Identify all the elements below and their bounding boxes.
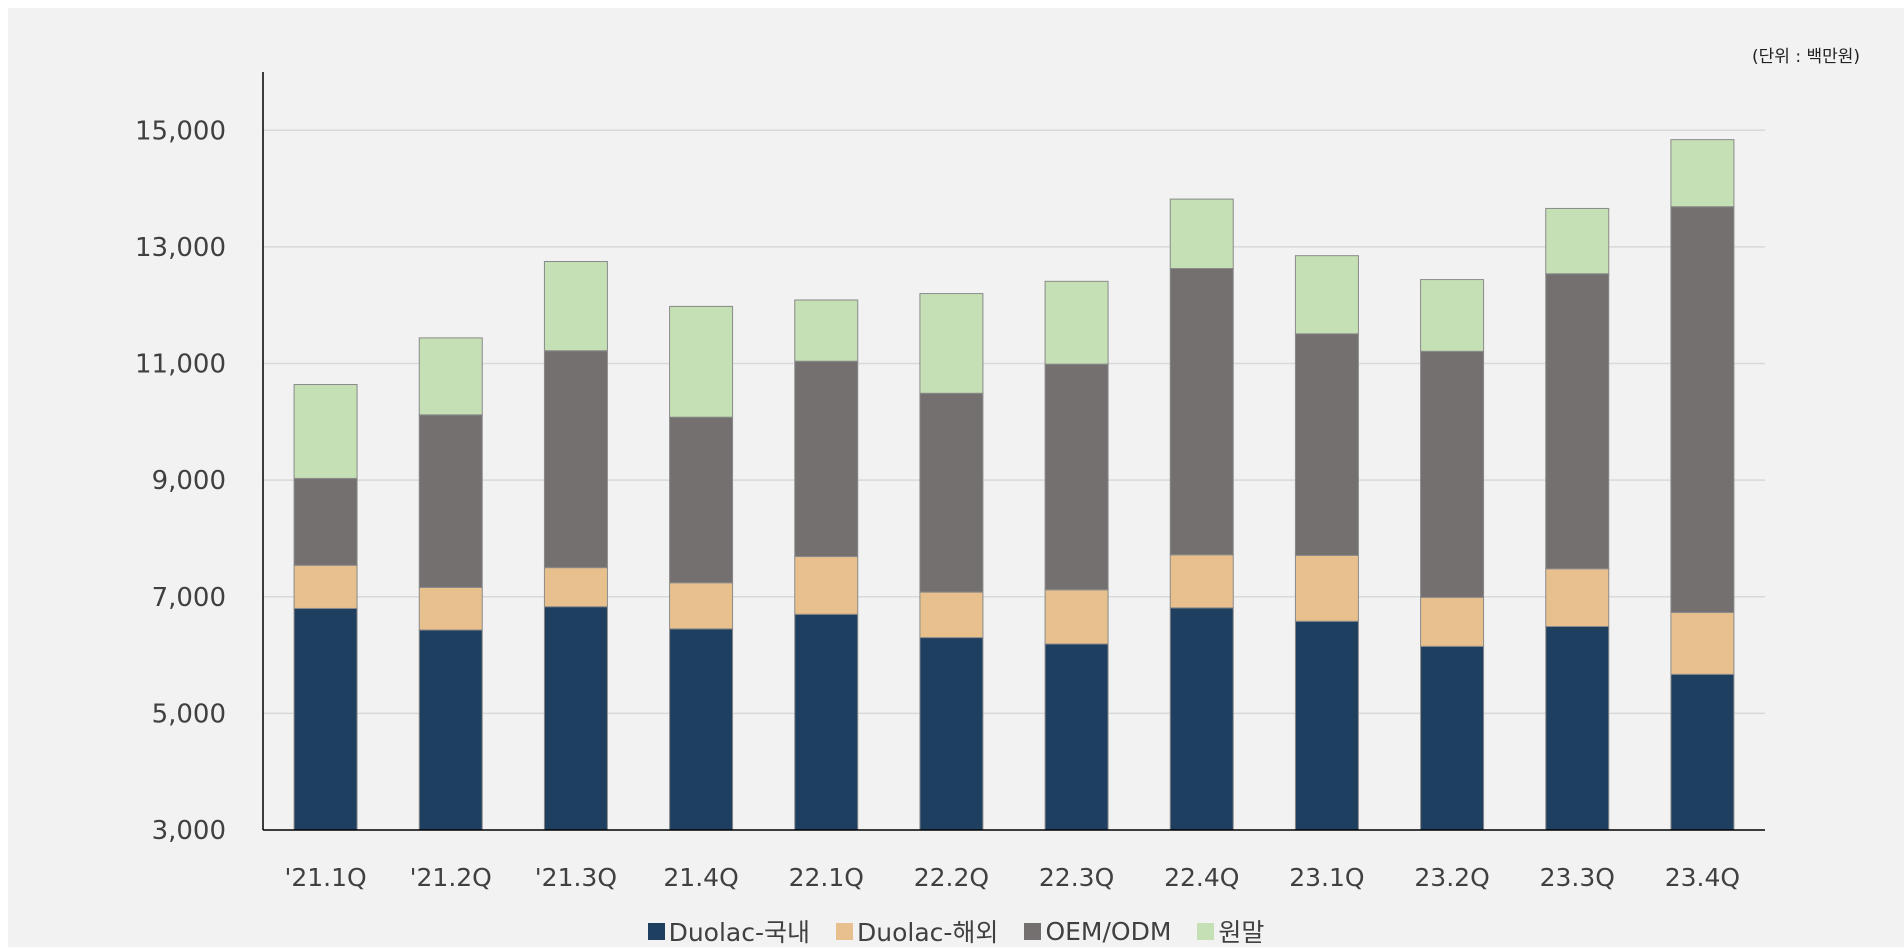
legend-swatch — [647, 922, 665, 940]
bar-segment — [1670, 673, 1735, 831]
bar-segment — [543, 261, 608, 352]
legend-item-oem-odm: OEM/ODM — [1024, 917, 1171, 946]
legend-item-duolac-domestic: Duolac-국내 — [647, 913, 810, 949]
bar-segment — [669, 628, 734, 831]
bar-segment — [1294, 620, 1359, 831]
x-tick-label: 22.1Q — [789, 863, 864, 892]
bar-segment — [794, 299, 859, 362]
bar-segment — [1044, 280, 1109, 365]
bar-segment — [293, 477, 358, 566]
bar-segment — [1169, 607, 1234, 831]
x-tick-label: 23.4Q — [1665, 863, 1740, 892]
bar-segment — [418, 337, 483, 416]
x-tick-label: 23.1Q — [1289, 863, 1364, 892]
bar-segment — [293, 384, 358, 479]
legend-label: OEM/ODM — [1045, 916, 1172, 946]
x-tick-label: 22.2Q — [914, 863, 989, 892]
legend-label: Duolac-해외 — [857, 918, 999, 947]
bar-segment — [1545, 207, 1610, 275]
bar-segment — [1545, 626, 1610, 831]
x-tick-label: 22.4Q — [1164, 863, 1239, 892]
gridlines — [263, 129, 1765, 715]
bar-segment — [669, 582, 734, 630]
bar-segment — [1044, 363, 1109, 591]
y-tick-label: 11,000 — [135, 350, 226, 380]
y-tick-label: 9,000 — [152, 466, 226, 496]
bar-segment — [919, 392, 984, 593]
y-tick-label: 5,000 — [152, 699, 226, 729]
bar-segment — [1169, 198, 1234, 269]
y-axis-ticks: 3,000 5,000 7,000 9,000 11,000 13,000 15,000 — [135, 116, 226, 846]
bar-segment — [418, 586, 483, 631]
bar-segment — [1420, 350, 1485, 598]
legend-swatch — [836, 922, 853, 940]
unit-label: (단위 : 백만원) — [1752, 47, 1860, 67]
legend-swatch — [1024, 922, 1042, 940]
bar-segment — [293, 564, 358, 609]
legend-item-raw-powder: 원말 — [1197, 913, 1264, 949]
bar-segment — [1420, 279, 1485, 352]
bar-segment — [1044, 589, 1109, 645]
x-axis-ticks: '21.1Q '21.2Q '21.3Q 21.4Q 22.1Q 22.2Q 22.3Q 22… — [284, 863, 1740, 892]
x-tick-label: 23.2Q — [1414, 863, 1489, 892]
bar-segment — [543, 567, 608, 608]
x-tick-label: '21.1Q — [284, 863, 366, 892]
bar-segment — [669, 305, 734, 418]
bar-segment — [543, 606, 608, 831]
legend-label: 원말 — [1218, 918, 1265, 947]
bar-segment — [919, 637, 984, 831]
bar-segment — [1294, 333, 1359, 556]
legend: Duolac-국내 Duolac-해외 OEM/ODM 원말 — [8, 914, 1904, 948]
bar-segment — [1670, 139, 1735, 208]
y-tick-label: 3,000 — [152, 816, 226, 846]
bar-segment — [1169, 267, 1234, 556]
bar-stacks — [293, 139, 1735, 831]
bar-segment — [1169, 554, 1234, 609]
x-tick-label: 23.3Q — [1540, 863, 1615, 892]
bar-segment — [293, 607, 358, 831]
y-tick-label: 13,000 — [135, 233, 226, 263]
bar-segment — [794, 360, 859, 558]
bar-segment — [669, 416, 734, 584]
bar-segment — [794, 556, 859, 615]
bar-segment — [1420, 645, 1485, 831]
bar-segment — [1670, 206, 1735, 614]
bar-segment — [1670, 612, 1735, 675]
legend-item-duolac-overseas: Duolac-해외 — [836, 913, 998, 949]
axes — [262, 72, 1765, 831]
bar-segment — [1545, 273, 1610, 570]
bar-segment — [1294, 554, 1359, 622]
x-tick-label: '21.3Q — [535, 863, 617, 892]
bar-segment — [794, 613, 859, 831]
bar-segment — [1044, 643, 1109, 831]
y-tick-label: 7,000 — [152, 583, 226, 613]
bar-segment — [418, 414, 483, 588]
x-tick-label: '21.2Q — [410, 863, 492, 892]
bar-segment — [1420, 596, 1485, 647]
bar-segment — [418, 629, 483, 831]
x-tick-label: 21.4Q — [663, 863, 738, 892]
bar-segment — [543, 350, 608, 569]
bar-segment — [1545, 568, 1610, 628]
bar-segment — [1294, 255, 1359, 335]
chart-canvas: 3,000 5,000 7,000 9,000 11,000 13,000 15,000 '… — [8, 8, 1904, 947]
bar-segment — [919, 591, 984, 639]
stacked-bar-chart: 3,000 5,000 7,000 9,000 11,000 13,000 15,000 '… — [135, 72, 1765, 892]
x-tick-label: 22.3Q — [1039, 863, 1114, 892]
legend-label: Duolac-국내 — [668, 918, 810, 947]
y-tick-label: 15,000 — [135, 116, 226, 146]
bar-segment — [919, 293, 984, 394]
legend-swatch — [1197, 922, 1215, 940]
